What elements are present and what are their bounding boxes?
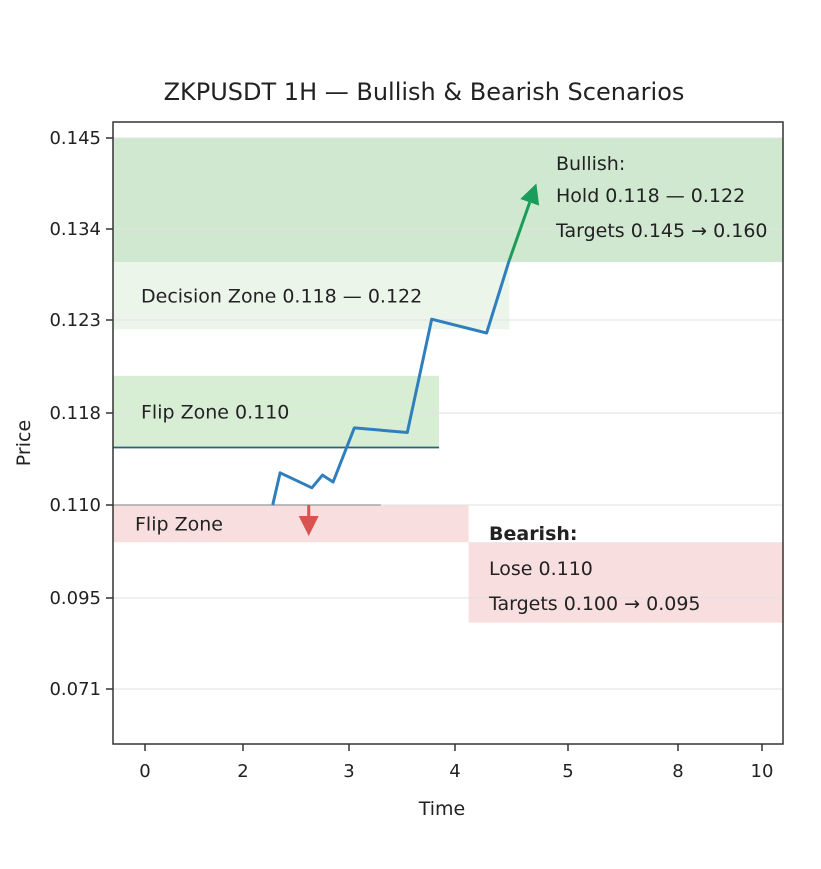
y-tick-label-0.110: 0.110 [49,495,101,516]
x-tick-label-4: 4 [449,761,460,782]
x-ticks: 0 2 3 4 5 8 10 [139,744,773,782]
y-axis-label: Price [13,420,35,466]
zone-bearish-target [468,542,783,623]
x-tick-label-3: 3 [343,761,354,782]
bearish-arrow-head [298,516,319,536]
bullish-annotation: Bullish: Hold 0.118 — 0.122 Targets 0.14… [555,153,768,242]
y-ticks: 0.145 0.134 0.123 0.118 0.110 0.095 0.071 [49,128,113,700]
bearish-lose-text: Lose 0.110 [489,558,593,580]
zone-decision [113,262,510,330]
bullish-heading: Bullish: [556,153,625,175]
zone-label-decision: Decision Zone 0.118 — 0.122 [141,286,422,308]
bullish-hold-text: Hold 0.118 — 0.122 [556,185,745,207]
y-tick-label-0.123: 0.123 [49,310,101,331]
x-tick-label-10: 10 [751,761,774,782]
bearish-heading: Bearish: [489,523,578,545]
zones-layer [113,138,783,623]
x-tick-label-8: 8 [672,761,683,782]
bullish-targets-text: Targets 0.145 → 0.160 [555,220,768,242]
y-tick-label-0.071: 0.071 [49,679,101,700]
bullish-arrow-head [520,183,540,206]
line-layer [271,183,540,536]
zone-label-flip-lower: Flip Zone [135,514,223,536]
x-axis-label: Time [418,798,466,820]
bullish-arrow-shaft [507,201,532,261]
labels-layer: Decision Zone 0.118 — 0.122 Flip Zone 0.1… [135,286,422,536]
zone-flip-upper [113,375,440,448]
x-tick-label-0: 0 [139,761,150,782]
zone-bullish-target [113,138,783,263]
x-tick-label-2: 2 [237,761,248,782]
bearish-annotation: Bearish: Lose 0.110 Targets 0.100 → 0.09… [488,523,701,615]
y-tick-label-0.134: 0.134 [49,219,101,240]
bearish-targets-text: Targets 0.100 → 0.095 [488,593,701,615]
y-tick-label-0.095: 0.095 [49,588,101,609]
zone-label-flip-upper: Flip Zone 0.110 [141,402,289,424]
chart-title: ZKPUSDT 1H — Bullish & Bearish Scenarios [164,78,685,106]
zone-flip-lower [113,505,469,543]
grid-layer [113,137,783,690]
price-line [271,259,511,506]
y-tick-label-0.145: 0.145 [49,128,101,149]
y-tick-label-0.118: 0.118 [49,403,101,424]
plot-frame [112,121,784,745]
x-tick-label-5: 5 [562,761,573,782]
